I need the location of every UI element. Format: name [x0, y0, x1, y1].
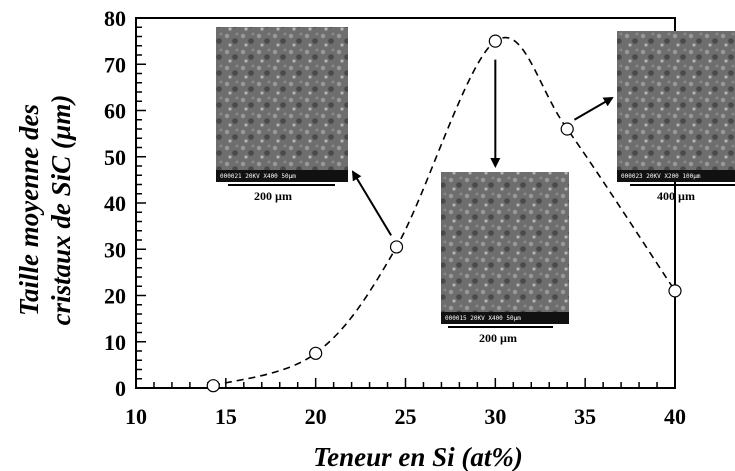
- y-tick-label: 0: [115, 376, 126, 401]
- data-point: [206, 379, 220, 393]
- y-tick-label: 60: [104, 99, 126, 124]
- x-tick-label: 25: [395, 404, 417, 429]
- x-axis-title: Teneur en Si (at%): [313, 442, 523, 471]
- x-tick-label: 10: [125, 404, 147, 429]
- sem-micrograph: [617, 31, 735, 182]
- x-tick-label: 40: [664, 404, 686, 429]
- series: [206, 34, 682, 393]
- sem-caption-bar: [216, 170, 348, 182]
- x-tick-label: 15: [215, 404, 237, 429]
- y-tick-label: 80: [104, 6, 126, 31]
- sem-caption-bar: [617, 170, 735, 182]
- sem-caption: 000015 20KV X400 50µm: [445, 315, 521, 322]
- scale-bar-label: 400 µm: [657, 189, 695, 203]
- scale-bar-label: 200 µm: [254, 189, 292, 203]
- data-point: [668, 284, 682, 298]
- sem-caption: 000021 20KV X400 50µm: [220, 173, 296, 180]
- y-tick-label: 40: [104, 191, 126, 216]
- sem-micrograph: [216, 27, 348, 182]
- y-tick-label: 20: [104, 284, 126, 309]
- axes: 10 15 20 25 30 35 40 0 10 20 30 40 50 60 70 80: [104, 6, 686, 429]
- sem-image-30-at: 000015 20KV X400 50µm 200 µm: [441, 172, 569, 345]
- sem-caption-bar: [441, 312, 569, 324]
- sem-caption: 000023 20KV X200 100µm: [621, 173, 701, 180]
- sem-micrograph: [441, 172, 569, 324]
- y-axis-title: Taille moyenne des cristaux de SiC (µm): [14, 95, 76, 326]
- arrows: [351, 59, 614, 236]
- x-tick-label: 20: [305, 404, 327, 429]
- y-axis-title-line-1: Taille moyenne des: [14, 104, 44, 316]
- arrow: [351, 170, 392, 236]
- x-tick-label: 30: [484, 404, 506, 429]
- data-point: [560, 122, 574, 136]
- data-point: [488, 34, 502, 48]
- scale-bar-label: 200 µm: [479, 331, 517, 345]
- y-tick-label: 50: [104, 145, 126, 170]
- y-axis-title-line-2: cristaux de SiC (µm): [46, 95, 76, 326]
- y-tick-label: 70: [104, 52, 126, 77]
- data-point: [389, 240, 404, 254]
- y-tick-label: 10: [104, 330, 126, 355]
- data-point: [309, 346, 323, 360]
- arrow: [573, 96, 614, 121]
- x-tick-label: 35: [574, 404, 596, 429]
- sem-image-34-at: 000023 20KV X200 100µm 400 µm: [617, 31, 735, 203]
- y-tick-label: 30: [104, 237, 126, 262]
- sem-image-14-at: 000021 20KV X400 50µm 200 µm: [216, 27, 348, 203]
